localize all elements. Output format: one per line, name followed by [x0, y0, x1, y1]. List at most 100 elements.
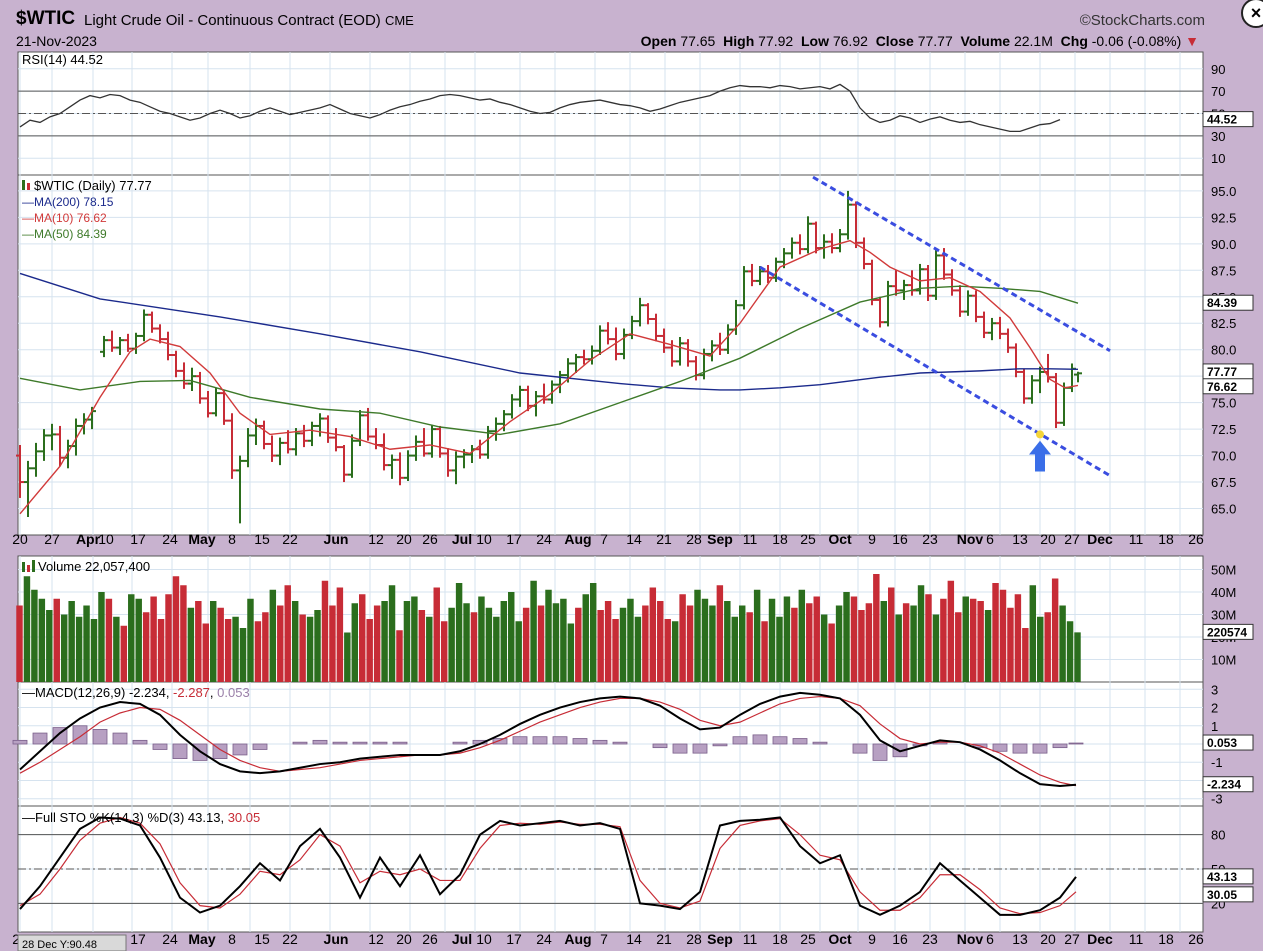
volume-bar — [157, 619, 165, 682]
x-axis-label: Jul — [452, 931, 472, 947]
macd-histogram-bar — [252, 743, 268, 750]
ohlc-bar — [508, 394, 516, 419]
channel-upper-line — [812, 175, 1111, 353]
volume-bar-icon-3 — [32, 560, 35, 572]
ohlc-bar — [436, 425, 444, 458]
ohlc-bar — [972, 290, 980, 323]
ohlc-bar — [900, 279, 908, 300]
volume-bar-icon-2 — [27, 565, 30, 572]
x-axis-label: 7 — [600, 531, 608, 547]
sto-k-badge-box — [1202, 868, 1254, 885]
macd-line — [19, 691, 1077, 787]
ohlc-bar — [412, 435, 420, 461]
volume-bar — [649, 587, 657, 682]
volume-bar — [373, 605, 381, 682]
ohlc-bar — [932, 249, 940, 300]
ohlc-bar — [428, 424, 436, 458]
macd-histogram-bar — [512, 736, 528, 745]
x-axis-label: 21 — [656, 531, 672, 547]
x-axis-label: 20 — [12, 531, 28, 547]
ohlc-bar — [188, 367, 196, 391]
macd-histogram-bar — [852, 743, 868, 754]
volume-bar — [478, 596, 485, 682]
x-axis-label: Oct — [828, 531, 852, 547]
macd-histogram-bar — [1032, 743, 1048, 754]
volume-bar — [1029, 585, 1037, 682]
ma50-value-badge: 84.39 — [1207, 296, 1237, 310]
sto-legend-d: 30.05 — [228, 810, 261, 825]
ohlc-bar — [828, 233, 836, 254]
volume-bar — [724, 601, 731, 682]
volume-bar — [75, 616, 83, 682]
volume-bar — [537, 605, 545, 682]
macd-histogram-bar — [292, 741, 308, 745]
ohlc-bar — [596, 325, 604, 355]
volume-bar — [239, 628, 247, 682]
volume-value-badge: 220574 — [1207, 625, 1247, 639]
volume-bar — [1074, 632, 1081, 682]
ohlc-bar — [884, 280, 892, 327]
ma200-line — [19, 272, 1079, 391]
ma10-value-badge: 76.62 — [1207, 380, 1237, 394]
ohlc-bar — [1020, 368, 1028, 404]
volume-bar — [150, 596, 157, 682]
x-axis-label: 11 — [1129, 531, 1144, 547]
volume-bar — [895, 614, 902, 682]
x-axis-label: Nov — [957, 931, 984, 947]
price-tick-label: 80.0 — [1211, 343, 1236, 358]
ohlc-bar — [556, 370, 564, 394]
volume-bar — [359, 594, 366, 682]
volume-bar — [545, 589, 552, 682]
ohlc-bar — [964, 290, 972, 316]
volume-bar — [314, 610, 321, 682]
open-label: Open — [640, 33, 677, 49]
macd-histogram-bar — [692, 743, 708, 754]
volume-bar — [1051, 578, 1059, 682]
chg-value: -0.06 (-0.08%) — [1091, 33, 1182, 49]
credit-label: ©StockCharts.com — [1079, 12, 1205, 29]
volume-bar — [753, 589, 761, 682]
low-label: Low — [800, 33, 829, 49]
legends: RSI(14) 44.52 $WTIC (Daily) 77.77 —MA(20… — [22, 52, 260, 825]
ohlc-bar — [444, 448, 452, 477]
x-axis-label: May — [188, 931, 215, 947]
ma50-legend-value: 84.39 — [77, 227, 107, 241]
ohlc-bar — [212, 387, 220, 417]
macd-legend-macd: -2.234 — [129, 685, 166, 700]
high-label: High — [723, 33, 755, 49]
ma10-legend-label: MA(10) — [34, 211, 73, 225]
volume-bar — [813, 596, 820, 682]
volume-bar — [284, 585, 291, 682]
ohlc-bar — [380, 433, 388, 471]
ohlc-bar — [876, 296, 884, 328]
macd-histogram-bar — [1068, 742, 1084, 745]
rsi-line — [19, 83, 1061, 133]
volume-bar — [522, 607, 530, 682]
volume-bar — [68, 601, 75, 682]
sto-d-line — [19, 816, 1077, 915]
volume-bar — [850, 596, 858, 682]
ohlc-bar — [860, 237, 868, 270]
x-axis-label: 10 — [476, 531, 492, 547]
ohlc-bar — [196, 371, 204, 404]
volume-bar — [798, 589, 806, 682]
volume-bar — [90, 619, 98, 682]
volume-bar — [783, 596, 791, 682]
volume-bar — [46, 610, 53, 682]
volume-bar — [396, 630, 403, 682]
volume-bar — [917, 585, 925, 682]
bottom-note: 28 Dec Y:90.48 — [22, 939, 97, 951]
close-icon[interactable]: × — [1241, 0, 1263, 28]
volume-bar — [925, 594, 932, 682]
x-axis-label: 16 — [892, 931, 908, 947]
volume-bar — [910, 605, 917, 682]
ohlc-bar — [1036, 366, 1044, 394]
price-panel-bg — [17, 174, 1204, 536]
x-axis-label: 17 — [506, 931, 522, 947]
ohlc-bar — [892, 270, 900, 296]
volume-bar — [768, 598, 776, 682]
x-axis-label: 26 — [422, 931, 438, 947]
ohlc-bar — [980, 311, 988, 339]
volume-bar — [254, 621, 262, 682]
volume-panel — [16, 574, 1081, 682]
